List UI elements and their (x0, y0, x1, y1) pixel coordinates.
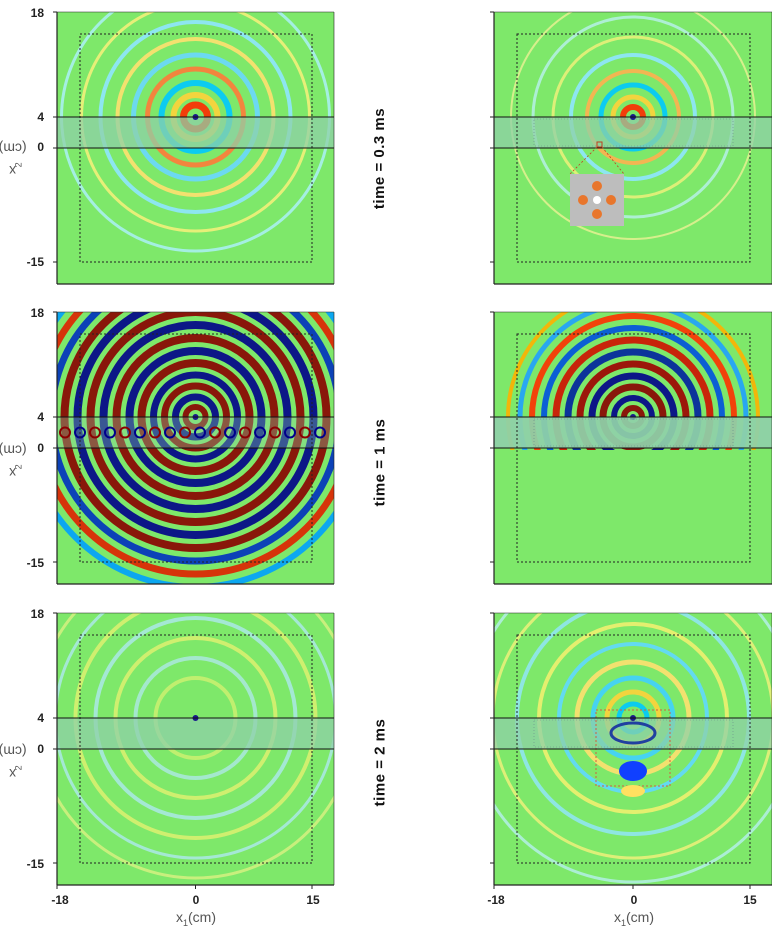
panel-1-left (53, 11, 335, 285)
ytick-minus15-row-3: -15 (26, 857, 44, 871)
inset-leader-right (601, 146, 625, 175)
ytick-minus15-row-1: -15 (26, 255, 44, 269)
ytick-4-row-2: 4 (37, 410, 44, 424)
ytick-18-row-1: 18 (30, 6, 44, 20)
xtick-15-right: 15 (743, 893, 757, 907)
ytick-0-row-2: 0 (37, 441, 44, 455)
ytick-18-row-3: 18 (30, 607, 44, 621)
x-axis-label-left: x1(cm) (175, 909, 216, 928)
ytick-4-row-3: 4 (37, 711, 44, 725)
time-label-row-2: time = 1 ms (371, 418, 389, 506)
xtick-minus18-left: -18 (51, 893, 69, 907)
panel-2-right (490, 311, 772, 585)
inset-scatterer (592, 209, 602, 219)
panel-2-left (53, 311, 335, 585)
inset-scatterer (578, 195, 588, 205)
xtick-0-left: 0 (192, 893, 200, 907)
ytick-minus15-row-2: -15 (26, 556, 44, 570)
inset-center (593, 196, 601, 204)
x-axis-label-right: x1(cm) (613, 909, 654, 928)
ytick-0-row-1: 0 (37, 140, 44, 154)
xtick-0-right: 0 (630, 893, 638, 907)
panel-3-right (490, 612, 772, 889)
inset-source-marker (596, 141, 603, 148)
xtick-minus18-right: -18 (487, 893, 505, 907)
xtick-15-left: 15 (306, 893, 320, 907)
time-label-row-3: time = 2 ms (371, 718, 389, 806)
panel-1-right (490, 11, 772, 285)
ytick-18-row-2: 18 (30, 306, 44, 320)
panel-3-left (53, 612, 335, 889)
ytick-0-row-3: 0 (37, 742, 44, 756)
inset-scatterer (592, 181, 602, 191)
inset-scatterer (606, 195, 616, 205)
time-label-row-1: time = 0.3 ms (371, 107, 389, 209)
ytick-4-row-1: 4 (37, 110, 44, 124)
